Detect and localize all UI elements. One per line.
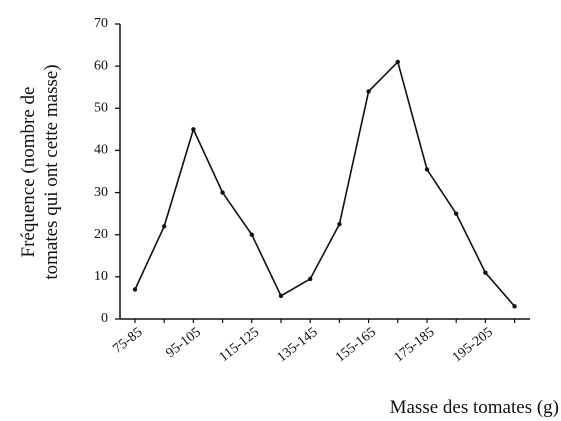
x-tick-label: 95-105 [163,325,203,361]
y-tick-label: 30 [94,185,108,200]
x-tick-label: 195-205 [450,325,496,366]
y-tick-label: 50 [94,101,108,116]
y-tick-label: 20 [94,227,108,242]
point [220,190,225,195]
point [424,167,430,172]
point [132,287,138,292]
y-tick-label: 70 [94,16,108,31]
point [191,127,196,132]
y-axis-label: Fréquence (nombre de [18,87,39,258]
point [395,59,400,65]
point [162,224,167,229]
x-tick-label: 155-165 [333,325,379,366]
point [454,211,459,216]
y-tick-label: 60 [94,58,108,73]
point [483,270,488,275]
point [366,89,371,94]
point [337,221,342,227]
y-axis-label: tomates qui ont cette masse) [41,64,62,279]
point [249,232,254,237]
point [278,293,284,299]
point [512,304,517,309]
x-tick-label: 135-145 [275,325,321,366]
point [308,276,313,282]
y-tick-label: 10 [94,269,108,284]
x-tick-label: 115-125 [217,325,263,365]
y-tick-label: 40 [94,143,108,158]
x-tick-label: 175-185 [391,325,437,366]
y-tick-label: 0 [101,311,108,326]
x-axis-label: Masse des tomates (g) [390,397,559,418]
line [134,60,516,307]
x-tick-label: 75-85 [110,325,145,357]
